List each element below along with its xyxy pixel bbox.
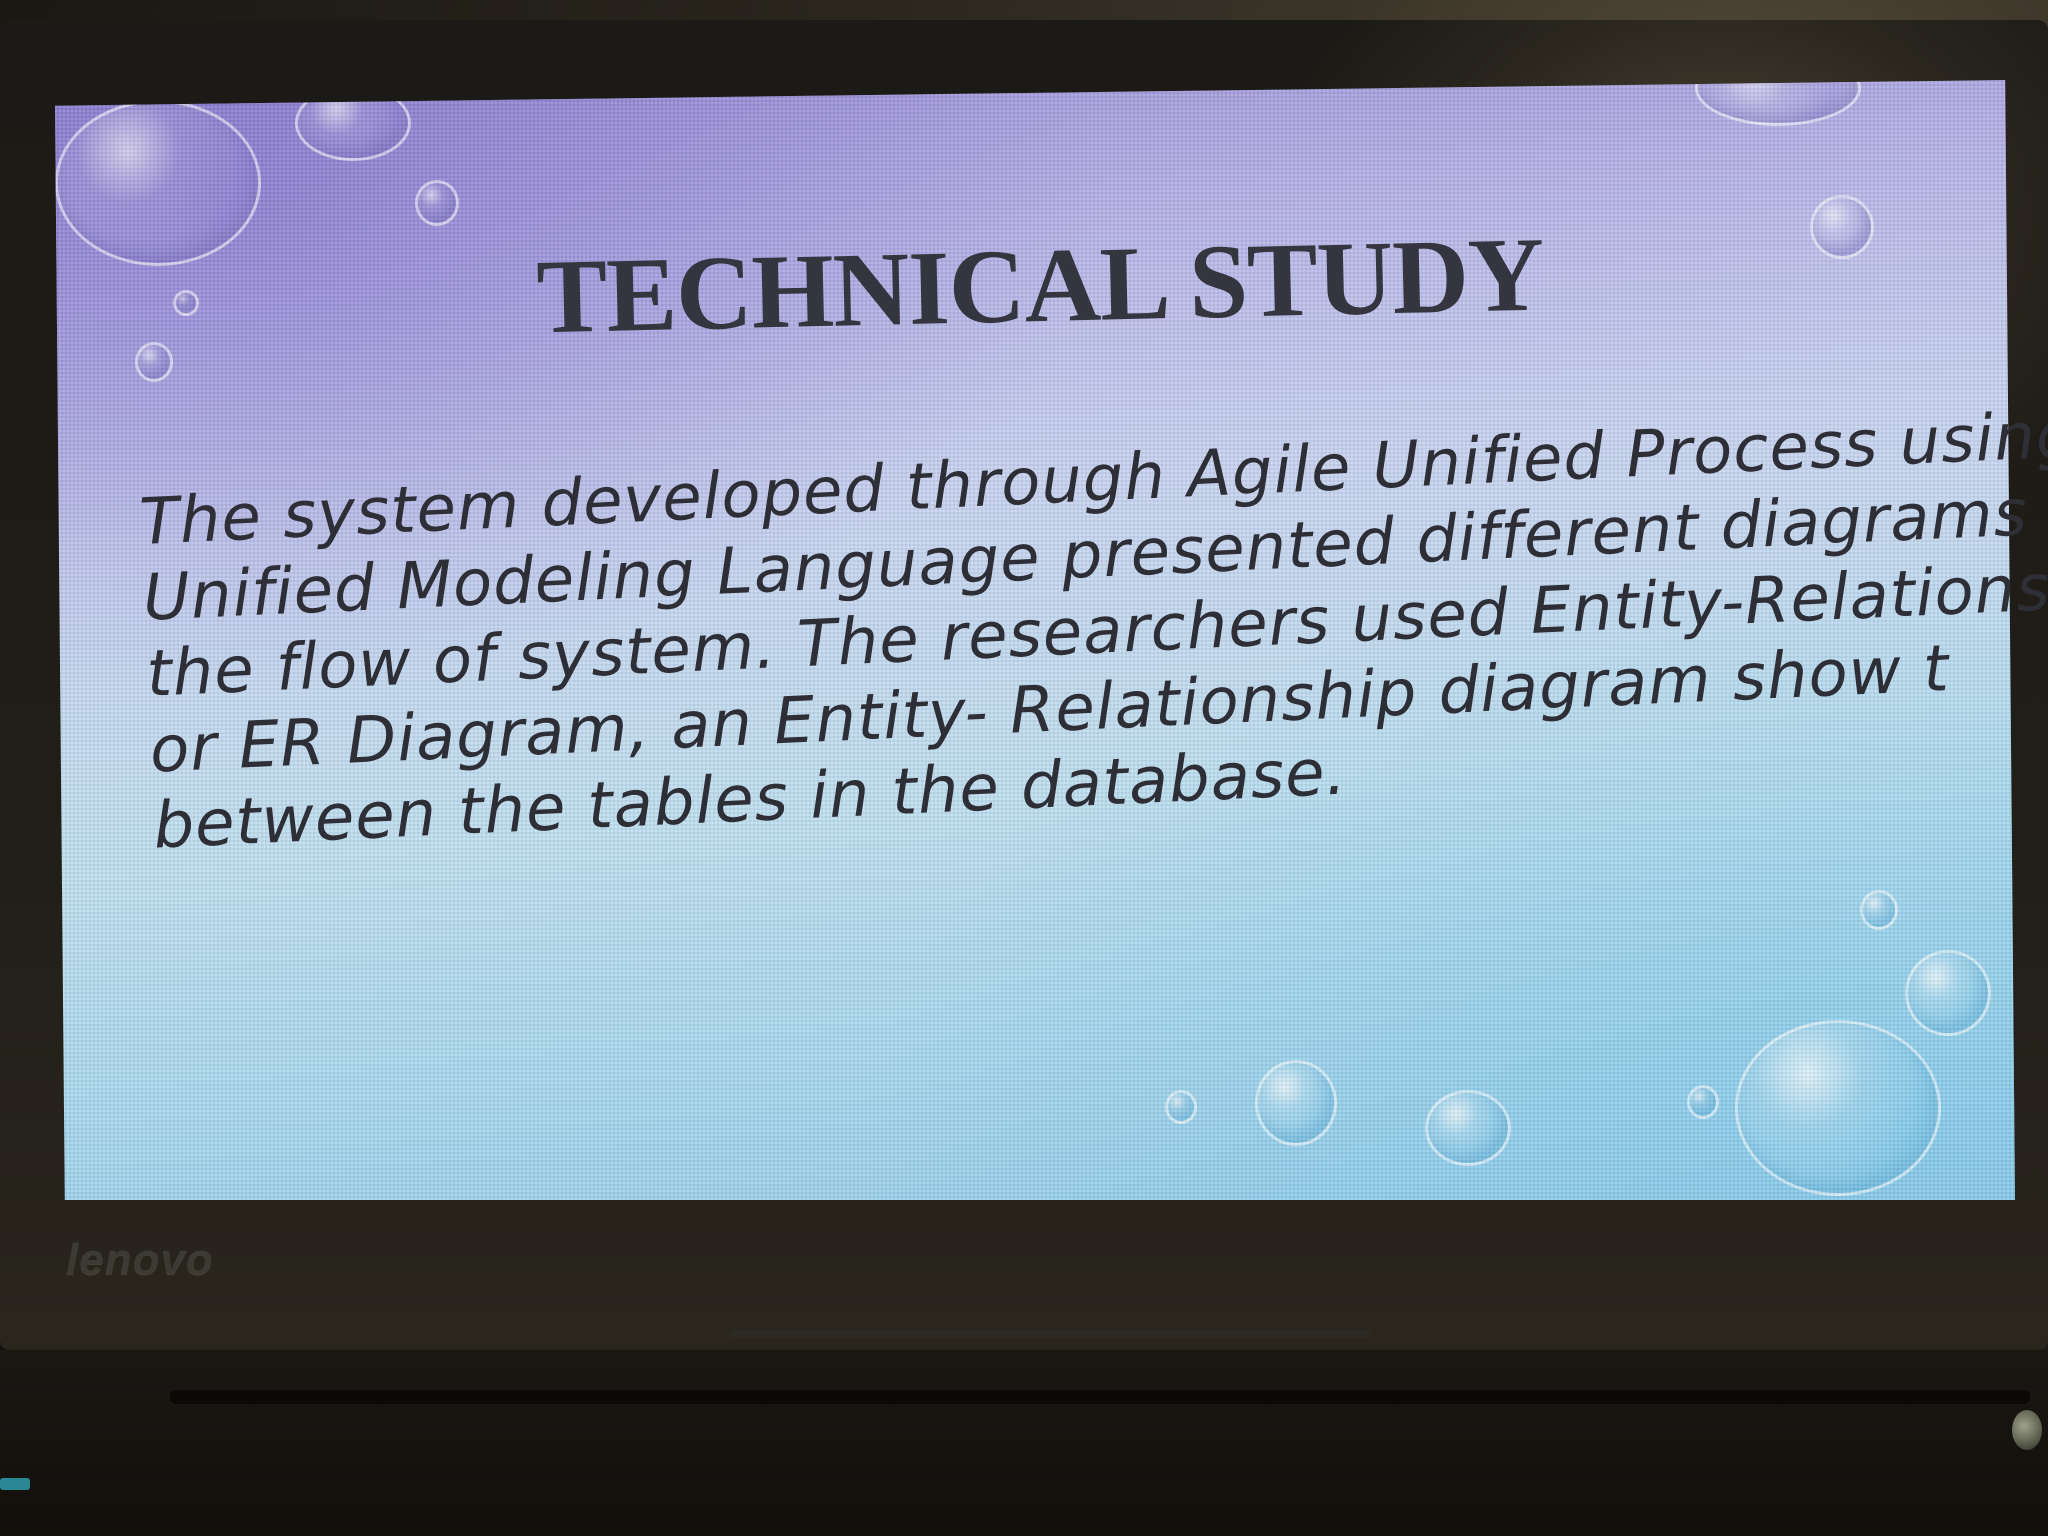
deck-edge (170, 1390, 2030, 1404)
laptop-screen (55, 80, 2015, 1200)
slide-title: TECHNICAL STUDY (535, 215, 1545, 356)
bubble-decoration (1810, 195, 1874, 259)
indicator-light (0, 1478, 30, 1490)
keyboard-deck (0, 1350, 2048, 1536)
bubble-decoration (1735, 1020, 1941, 1196)
bubble-decoration (1860, 890, 1898, 930)
bubble-decoration (1687, 1085, 1719, 1119)
bubble-decoration (55, 100, 261, 266)
bubble-decoration (135, 342, 173, 382)
bubble-decoration (1255, 1060, 1337, 1146)
bubble-decoration (1165, 1090, 1197, 1124)
bubble-decoration (1425, 1090, 1511, 1166)
bubble-decoration (173, 290, 199, 316)
bubble-decoration (415, 180, 459, 226)
power-button (2012, 1410, 2042, 1450)
lenovo-logo: lenovo (66, 1235, 214, 1284)
laptop-hinge (730, 1330, 1370, 1338)
bubble-decoration (1905, 950, 1991, 1036)
bubble-decoration (1695, 80, 1861, 126)
